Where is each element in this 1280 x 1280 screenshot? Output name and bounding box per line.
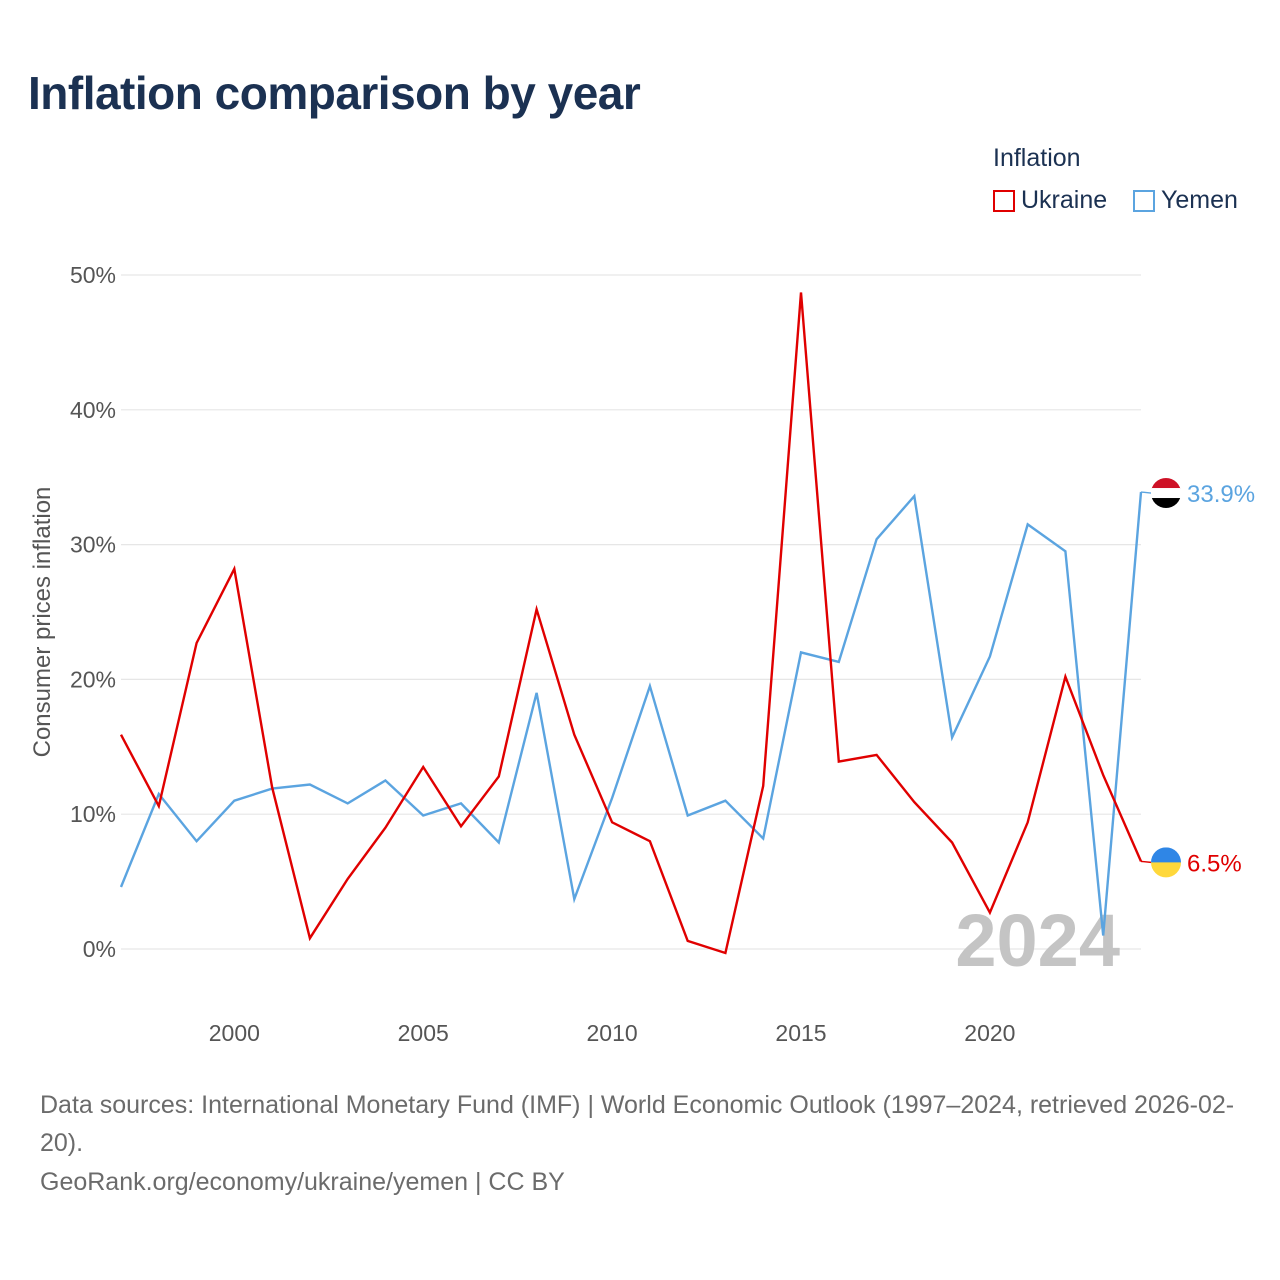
y-tick-label: 0% bbox=[83, 936, 116, 962]
x-tick-label: 2015 bbox=[775, 1020, 826, 1046]
legend-label-yemen: Yemen bbox=[1161, 186, 1238, 214]
legend-label-ukraine: Ukraine bbox=[1021, 186, 1108, 214]
legend-item-ukraine[interactable]: Ukraine bbox=[993, 186, 1107, 215]
y-tick-label: 40% bbox=[70, 397, 116, 423]
yemen-end-connector bbox=[1140, 491, 1152, 494]
ukraine-end-connector bbox=[1140, 860, 1152, 864]
y-tick-labels: 0% 10% 20% 30% 40% 50% bbox=[70, 262, 116, 962]
line-chart: 0% 10% 20% 30% 40% 50% 2000 2005 2010 2015 2020 2… bbox=[29, 262, 1255, 1046]
x-tick-label: 2010 bbox=[587, 1020, 638, 1046]
ukraine-end-value: 6.5% bbox=[1187, 850, 1242, 877]
footer-sources: Data sources: International Monetary Fun… bbox=[40, 1091, 1235, 1157]
series-line-yemen[interactable] bbox=[119, 491, 1143, 936]
x-tick-label: 2020 bbox=[964, 1020, 1015, 1046]
x-tick-label: 2000 bbox=[209, 1020, 260, 1046]
legend-swatch-ukraine bbox=[993, 189, 1015, 212]
yemen-end-value: 33.9% bbox=[1187, 481, 1255, 508]
end-markers: 6.5% 33.9% bbox=[1140, 478, 1255, 878]
year-watermark: 2024 bbox=[955, 899, 1120, 982]
legend-title: Inflation bbox=[993, 144, 1081, 172]
yemen-flag-icon bbox=[1151, 478, 1181, 509]
ukraine-flag-icon bbox=[1151, 847, 1181, 878]
footer-credit: GeoRank.org/economy/ukraine/yemen | CC B… bbox=[40, 1168, 565, 1196]
y-axis-label: Consumer prices inflation bbox=[29, 487, 56, 758]
y-tick-label: 30% bbox=[70, 532, 116, 558]
x-tick-label: 2005 bbox=[398, 1020, 449, 1046]
x-tick-labels: 2000 2005 2010 2015 2020 bbox=[209, 1020, 1016, 1046]
chart-title: Inflation comparison by year bbox=[28, 67, 641, 119]
legend-swatch-yemen bbox=[1133, 189, 1155, 212]
y-tick-label: 20% bbox=[70, 666, 116, 692]
y-tick-label: 50% bbox=[70, 262, 116, 288]
series-line-ukraine[interactable] bbox=[119, 292, 1143, 955]
legend-item-yemen[interactable]: Yemen bbox=[1133, 186, 1238, 215]
grid-layer bbox=[121, 274, 1141, 950]
y-tick-label: 10% bbox=[70, 801, 116, 827]
series-layer bbox=[119, 292, 1143, 955]
